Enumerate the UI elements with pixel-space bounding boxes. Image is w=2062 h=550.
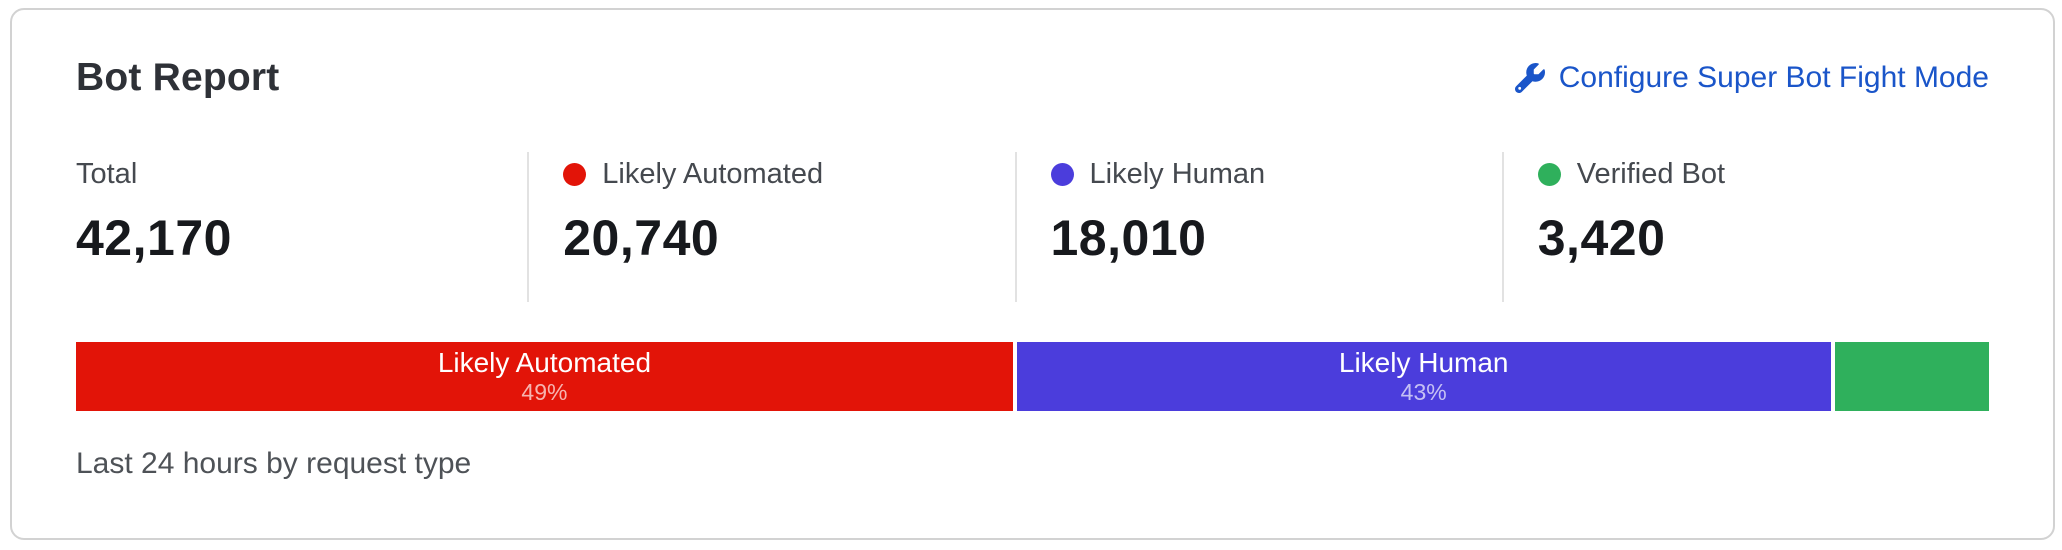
bar-segment-percent: 43% [1400,378,1447,405]
likely-automated-dot-icon [563,163,587,186]
stats-row: Total 42,170 Likely Automated 20,740 Lik… [76,152,1989,302]
bar-segment-verified-bot[interactable] [1834,342,1990,411]
card-header: Bot Report Configure Super Bot Fight Mod… [76,56,1989,100]
bar-segment-likely-human[interactable]: Likely Human 43% [1016,342,1831,411]
time-range-caption: Last 24 hours by request type [76,447,472,480]
bot-report-card: Bot Report Configure Super Bot Fight Mod… [10,8,2055,540]
configure-link-label: Configure Super Bot Fight Mode [1558,61,1989,94]
stat-value: 42,170 [76,210,232,266]
stat-value: 18,010 [1050,210,1207,266]
page-title: Bot Report [76,56,280,99]
stat-label: Likely Automated [602,158,824,190]
request-type-stacked-bar: Likely Automated 49% Likely Human 43% [76,342,1990,411]
stat-value: 3,420 [1537,210,1666,266]
bar-segment-likely-automated[interactable]: Likely Automated 49% [76,342,1013,411]
stat-likely-human: Likely Human 18,010 [1014,152,1502,302]
stat-verified-bot: Verified Bot 3,420 [1501,152,1989,302]
stat-label: Verified Bot [1576,158,1726,190]
stat-value: 20,740 [563,210,720,266]
wrench-icon [1514,63,1545,93]
bar-segment-percent: 49% [521,378,568,405]
likely-human-dot-icon [1050,163,1074,186]
configure-super-bot-fight-mode-link[interactable]: Configure Super Bot Fight Mode [1514,61,1989,95]
stat-total: Total 42,170 [76,152,527,302]
bar-segment-label: Likely Human [1338,346,1509,378]
stat-label: Total [76,158,138,190]
bar-segment-label: Likely Automated [437,346,652,378]
verified-bot-dot-icon [1537,163,1561,186]
stat-likely-automated: Likely Automated 20,740 [527,152,1014,302]
stat-label: Likely Human [1089,158,1266,190]
